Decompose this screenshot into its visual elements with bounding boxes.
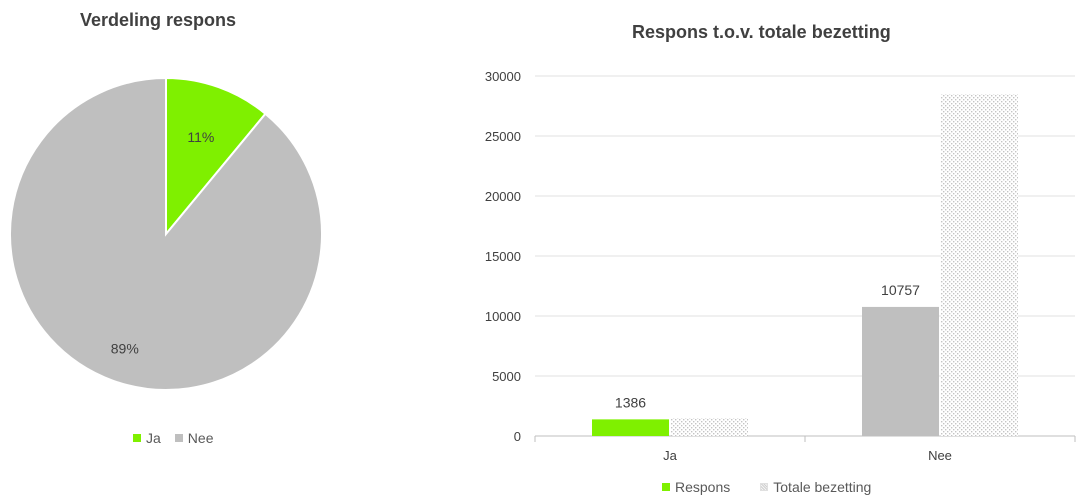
legend-item-respons: Respons	[662, 479, 730, 495]
pie-slice-ja	[165, 76, 267, 237]
bar-chart-title: Respons t.o.v. totale bezetting	[632, 22, 891, 42]
legend-swatch-ja	[133, 434, 141, 442]
y-tick-label: 15000	[485, 249, 521, 264]
pie-legend: Ja Nee	[133, 430, 213, 446]
pie-label-nee: 89%	[111, 340, 139, 356]
x-category-label: Nee	[928, 448, 952, 463]
bar-data-label: 1386	[615, 394, 646, 410]
bar-data-label: 10757	[881, 282, 920, 298]
y-tick-label: 10000	[485, 309, 521, 324]
legend-label-nee: Nee	[187, 430, 214, 446]
bar-legend: Respons Totale bezetting	[662, 479, 871, 495]
x-category-label: Ja	[663, 448, 678, 463]
y-tick-label: 25000	[485, 129, 521, 144]
legend-label-totale-bezetting: Totale bezetting	[773, 479, 872, 495]
pie-slice-nee	[9, 76, 323, 391]
y-tick-label: 0	[514, 429, 521, 444]
legend-swatch-respons	[662, 483, 670, 491]
pie-label-ja: 11%	[187, 129, 214, 145]
legend-swatch-totale-bezetting	[760, 483, 769, 491]
legend-item-totale-bezetting: Totale bezetting	[760, 479, 871, 495]
legend-label-respons: Respons	[675, 479, 731, 495]
bar-respons-ja	[592, 419, 669, 436]
bar-totale-bezetting-nee	[941, 94, 1018, 436]
y-tick-label: 20000	[485, 189, 521, 204]
bar-respons-nee	[862, 306, 939, 436]
pie-chart: 11% 89%	[9, 76, 323, 391]
y-tick-label: 5000	[492, 369, 521, 384]
legend-item-ja: Ja	[133, 430, 161, 446]
pie-chart-title: Verdeling respons	[80, 10, 237, 30]
legend-item-nee: Nee	[174, 430, 214, 446]
legend-swatch-nee	[174, 434, 183, 442]
bar-chart: 0 5000 10000 15000 20000 25000 30000 1386 Ja 1075…	[485, 69, 1076, 463]
legend-label-ja: Ja	[146, 430, 161, 446]
y-tick-label: 30000	[485, 69, 521, 84]
bar-totale-bezetting-ja	[671, 418, 748, 436]
